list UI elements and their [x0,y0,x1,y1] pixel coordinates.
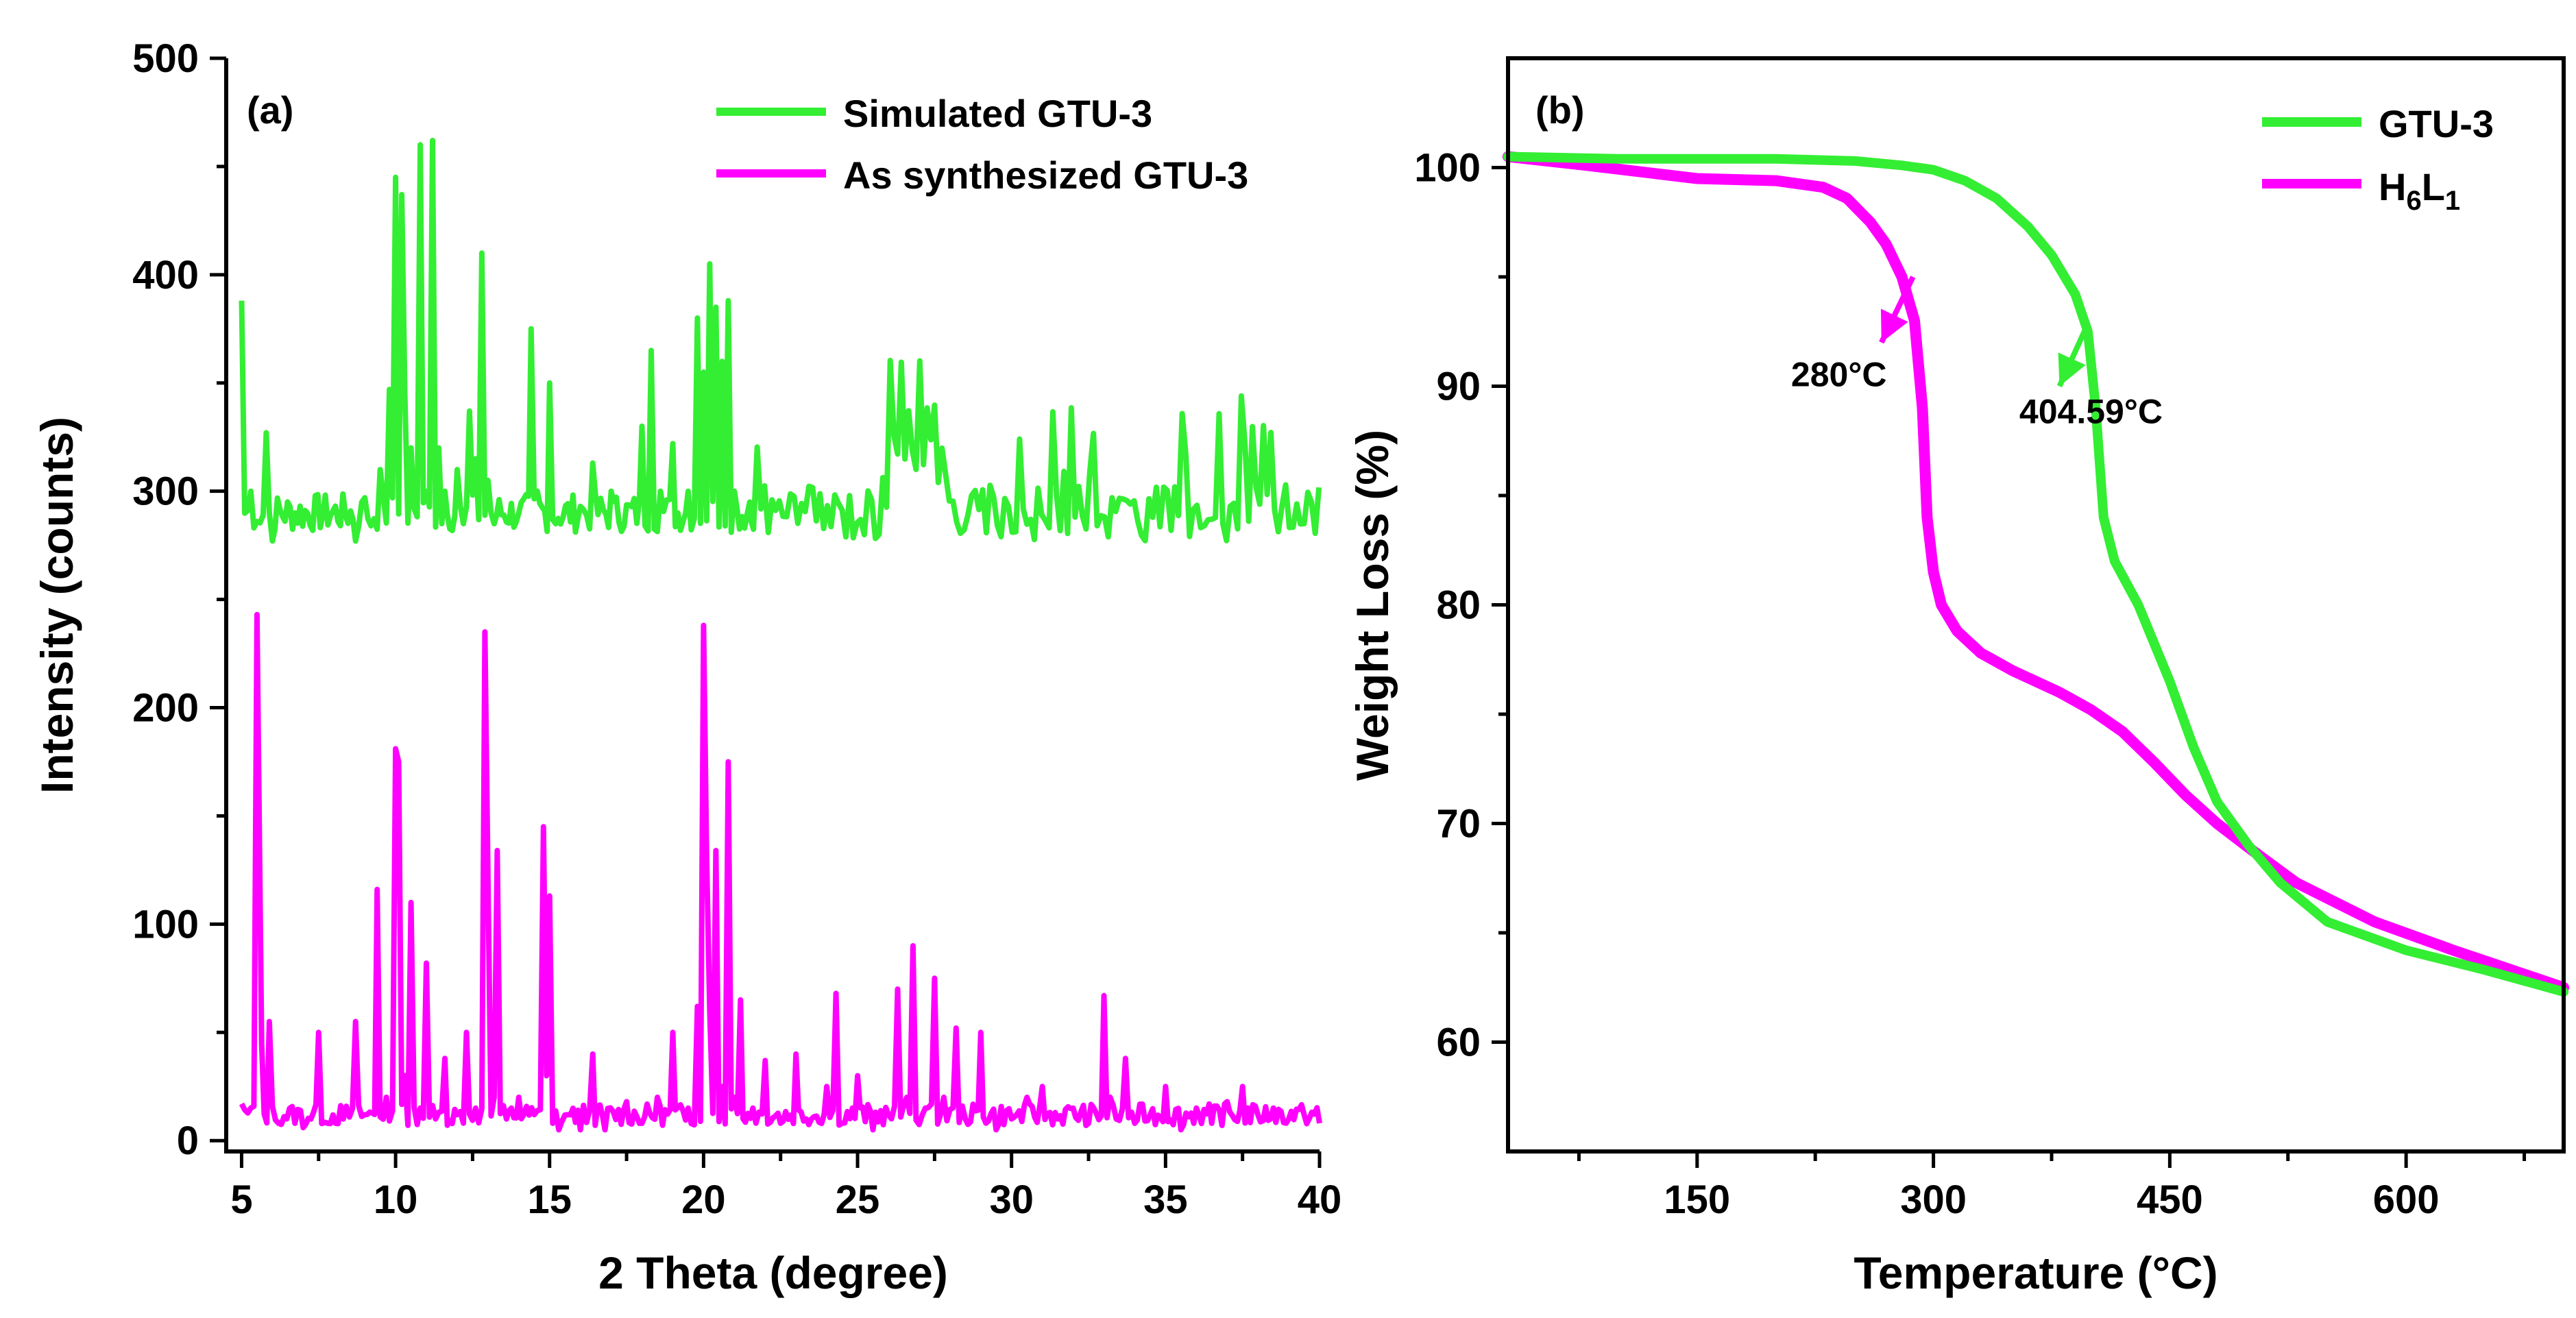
y-tick-label: 100 [132,902,199,947]
series-line-gtu3 [1503,151,2568,997]
h6l1-h: H [2379,165,2406,208]
h6l1-l: L [2422,165,2445,208]
panel-b-ylabel: Weight Loss (%) [1347,430,1398,781]
x-tick-label: 20 [681,1177,726,1222]
x-tick-label: 25 [836,1177,880,1222]
panel-b-series [1503,151,2569,997]
panel-b-xlabel: Temperature (°C) [1854,1247,2217,1298]
x-tick-label: 300 [1900,1177,1967,1222]
panel-a-axes [224,58,1320,1154]
h6l1-sub-6: 6 [2406,186,2421,216]
x-tick-label: 10 [374,1177,418,1222]
annotation-arrow-head [2058,352,2086,387]
annotation-arrow-head [1880,308,1908,343]
panel-b: 150 300 450 600 60 70 80 90 100 (b) GTU-3 H6L1 2… [1347,56,2569,1298]
panel-b-label: (b) [1535,88,1585,132]
series-line-synthesized [239,611,1322,1133]
y-tick-label: 0 [177,1119,199,1163]
h6l1-sub-1: 1 [2445,186,2460,216]
legend-label-synthesized: As synthesized GTU-3 [843,154,1248,197]
panel-a-legend: Simulated GTU-3 As synthesized GTU-3 [716,92,1248,197]
panel-b-ticks: 150 300 450 600 60 70 80 90 100 [1414,146,2527,1222]
panel-a-xlabel: 2 Theta (degree) [598,1247,948,1298]
y-tick-label: 200 [132,686,199,731]
x-tick-label: 450 [2137,1177,2203,1222]
x-tick-label: 5 [230,1177,252,1222]
y-tick-label: 70 [1436,802,1481,846]
panel-a-label: (a) [247,88,293,132]
legend-label-gtu3: GTU-3 [2379,102,2494,145]
y-tick-label: 100 [1414,146,1481,191]
panel-b-annotations: 280°C 404.59°C [1791,276,2163,431]
y-tick-label: 90 [1436,365,1481,409]
y-tick-label: 300 [132,469,199,514]
x-tick-label: 30 [989,1177,1034,1222]
y-tick-label: 60 [1436,1021,1481,1065]
annotation-label: 280°C [1791,356,1887,394]
x-tick-label: 15 [528,1177,572,1222]
legend-label-simulated: Simulated GTU-3 [843,92,1152,135]
annotation-label: 404.59°C [2019,393,2163,431]
y-tick-label: 400 [132,253,199,297]
x-tick-label: 40 [1298,1177,1342,1222]
y-tick-label: 500 [132,36,199,81]
panel-b-legend: GTU-3 H6L1 [2262,102,2494,216]
x-tick-label: 35 [1143,1177,1188,1222]
series-line-h6l1 [1503,151,2569,993]
panel-a-ylabel: Intensity (counts) [32,417,82,794]
series-line-simulated [239,138,1322,544]
x-tick-label: 150 [1664,1177,1730,1222]
panel-a-series [239,138,1322,1133]
legend-label-h6l1: H6L1 [2379,165,2460,216]
x-tick-label: 600 [2373,1177,2440,1222]
y-tick-label: 80 [1436,583,1481,628]
